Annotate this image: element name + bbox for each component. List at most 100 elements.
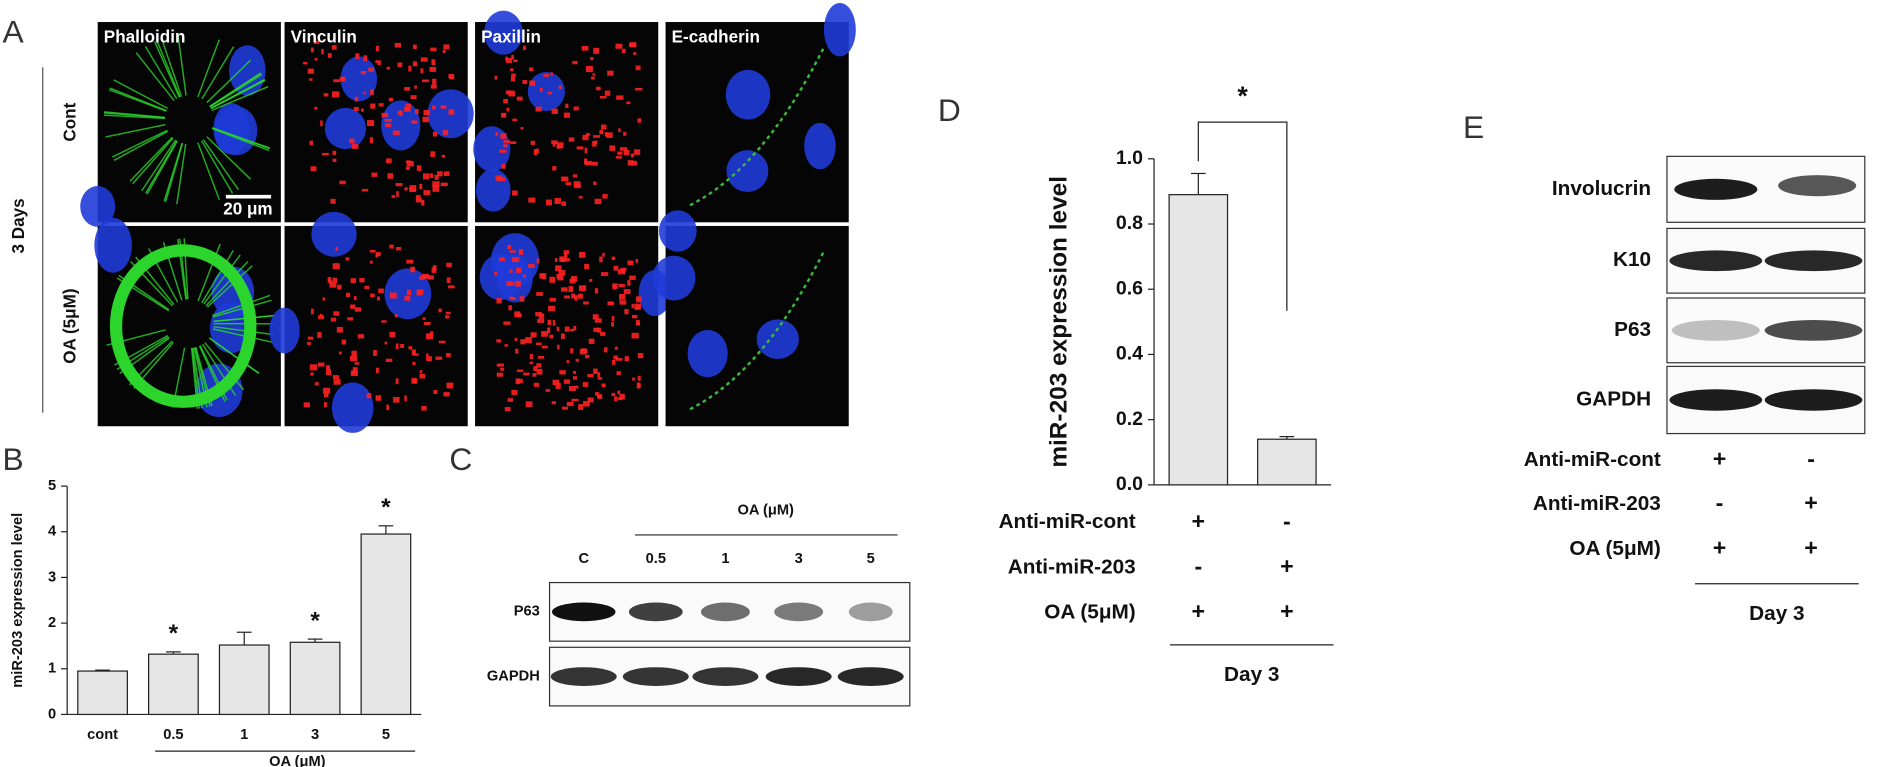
adhesion — [415, 195, 421, 199]
nucleus — [214, 106, 258, 156]
adhesion — [587, 373, 594, 378]
adhesion — [425, 333, 434, 340]
adhesion — [381, 112, 389, 118]
condition-label: Anti-miR-cont — [999, 510, 1136, 533]
bar — [218, 644, 270, 716]
adhesion — [509, 297, 517, 301]
adhesion — [630, 153, 635, 158]
adhesion — [360, 71, 367, 75]
adhesion — [410, 95, 417, 100]
adhesion — [601, 383, 606, 388]
adhesion — [317, 332, 322, 338]
adhesion — [437, 171, 443, 177]
junction — [689, 249, 826, 411]
adhesion — [430, 47, 437, 52]
adhesion — [448, 109, 455, 115]
adhesion — [310, 372, 314, 376]
adhesion — [557, 344, 560, 350]
adhesion — [616, 371, 621, 376]
adhesion — [503, 144, 508, 148]
fiber — [135, 52, 175, 102]
y-tick-label: 3 — [48, 569, 56, 585]
adhesion — [421, 79, 429, 83]
adhesion — [432, 131, 438, 137]
adhesion — [385, 358, 393, 362]
fiber — [146, 140, 178, 195]
adhesion — [597, 327, 601, 333]
adhesion — [404, 395, 407, 402]
condition-mark: + — [1713, 446, 1727, 472]
adhesion — [577, 293, 583, 299]
adhesion — [409, 188, 417, 193]
adhesion — [539, 87, 543, 92]
bar — [77, 670, 128, 716]
adhesion — [375, 60, 379, 64]
adhesion — [536, 148, 539, 154]
adhesion — [373, 349, 377, 356]
adhesion — [570, 276, 578, 282]
adhesion — [532, 373, 537, 377]
adhesion — [560, 256, 567, 262]
adhesion — [440, 105, 447, 109]
nucleus — [331, 382, 374, 433]
adhesion — [584, 147, 588, 154]
adhesion — [504, 344, 509, 347]
adhesion — [517, 378, 523, 384]
adhesion — [565, 258, 571, 262]
fiber — [206, 59, 252, 104]
adhesion — [496, 298, 502, 304]
row-label: GAPDH — [1576, 387, 1651, 410]
adhesion — [611, 256, 616, 261]
adhesion — [314, 382, 319, 386]
adhesion — [635, 258, 639, 263]
adhesion — [520, 339, 526, 345]
lane-label: 3 — [795, 551, 803, 567]
adhesion — [307, 68, 314, 74]
adhesion — [303, 402, 310, 408]
adhesion — [327, 276, 332, 283]
nucleus — [340, 56, 378, 102]
adhesion — [381, 320, 387, 323]
adhesion — [574, 295, 578, 301]
adhesion — [529, 361, 534, 365]
row-label: OA (5μM) — [60, 288, 79, 363]
adhesion — [505, 90, 512, 95]
adhesion — [561, 406, 569, 410]
nucleus — [652, 255, 696, 301]
adhesion — [624, 356, 629, 362]
error-bar — [95, 669, 110, 672]
nucleus — [475, 169, 511, 212]
adhesion — [350, 370, 358, 376]
adhesion — [384, 341, 388, 345]
adhesion — [613, 265, 619, 271]
adhesion — [624, 309, 629, 315]
adhesion — [327, 53, 332, 58]
adhesion — [392, 130, 400, 136]
adhesion — [337, 284, 342, 290]
adhesion — [333, 311, 340, 316]
adhesion — [637, 118, 642, 123]
adhesion — [592, 135, 601, 138]
adhesion — [414, 85, 417, 89]
adhesion — [349, 355, 358, 361]
fiber — [164, 142, 184, 203]
adhesion — [536, 258, 540, 264]
adhesion — [494, 75, 498, 80]
adhesion — [427, 275, 434, 280]
bar — [360, 533, 412, 716]
fiber — [156, 40, 181, 98]
adhesion — [571, 398, 579, 402]
adhesion — [611, 315, 615, 322]
adhesion — [516, 369, 524, 373]
adhesion — [405, 166, 410, 170]
fiber — [197, 142, 221, 201]
fiber — [202, 139, 240, 191]
adhesion — [551, 108, 558, 115]
adhesion — [446, 382, 454, 389]
adhesion — [533, 366, 538, 372]
adhesion — [503, 321, 511, 325]
adhesion — [307, 336, 314, 340]
adhesion — [620, 267, 627, 272]
condition-mark: - — [1716, 490, 1724, 516]
error-bar — [236, 631, 252, 646]
